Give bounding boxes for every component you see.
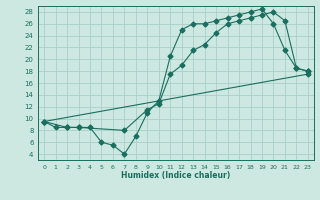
X-axis label: Humidex (Indice chaleur): Humidex (Indice chaleur) bbox=[121, 171, 231, 180]
